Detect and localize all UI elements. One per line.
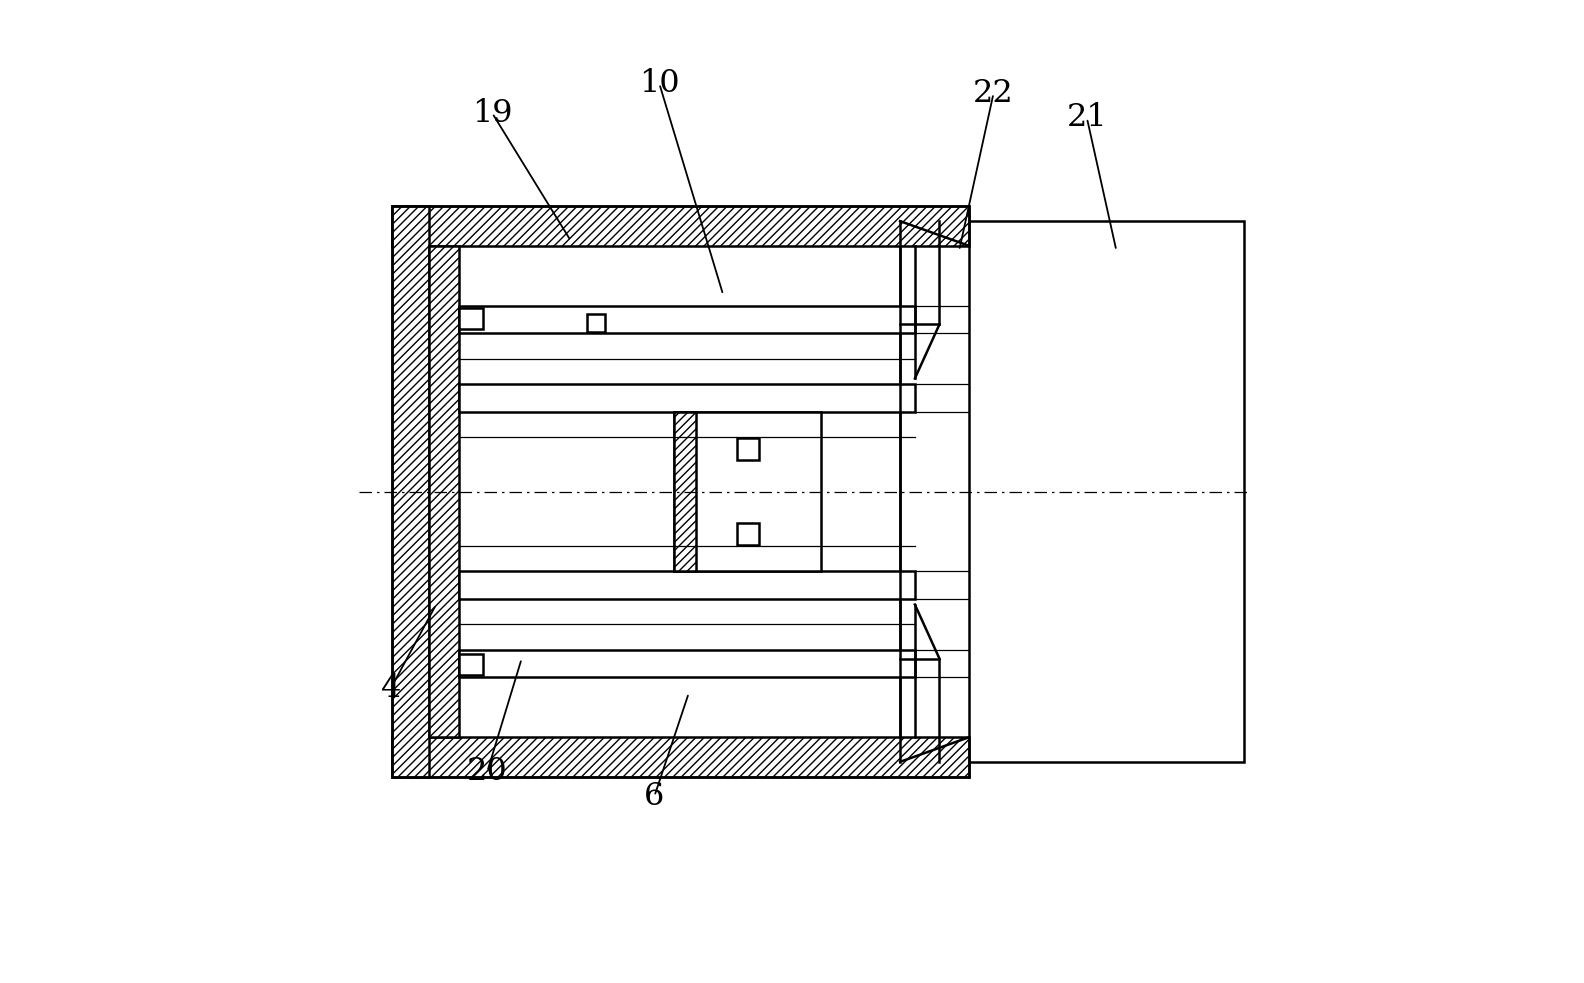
Text: 10: 10	[638, 68, 680, 99]
Bar	[459, 384, 916, 412]
Text: 19: 19	[472, 97, 513, 129]
Bar	[459, 571, 916, 599]
Bar	[459, 650, 916, 677]
Bar	[459, 308, 483, 329]
Text: 6: 6	[645, 781, 665, 812]
Bar	[459, 654, 483, 675]
Text: 21: 21	[1066, 102, 1107, 134]
Text: 4: 4	[380, 672, 401, 704]
Text: 22: 22	[973, 78, 1014, 109]
Text: 20: 20	[467, 756, 507, 787]
Bar	[391, 206, 969, 777]
Bar	[429, 246, 459, 737]
Bar	[586, 314, 605, 332]
Bar	[391, 206, 429, 777]
Bar	[737, 438, 759, 460]
Bar	[900, 221, 1243, 762]
Bar	[675, 412, 695, 571]
Bar	[391, 737, 969, 777]
Bar	[737, 523, 759, 545]
Bar	[459, 306, 916, 333]
Bar	[675, 412, 822, 571]
Bar	[391, 206, 969, 246]
